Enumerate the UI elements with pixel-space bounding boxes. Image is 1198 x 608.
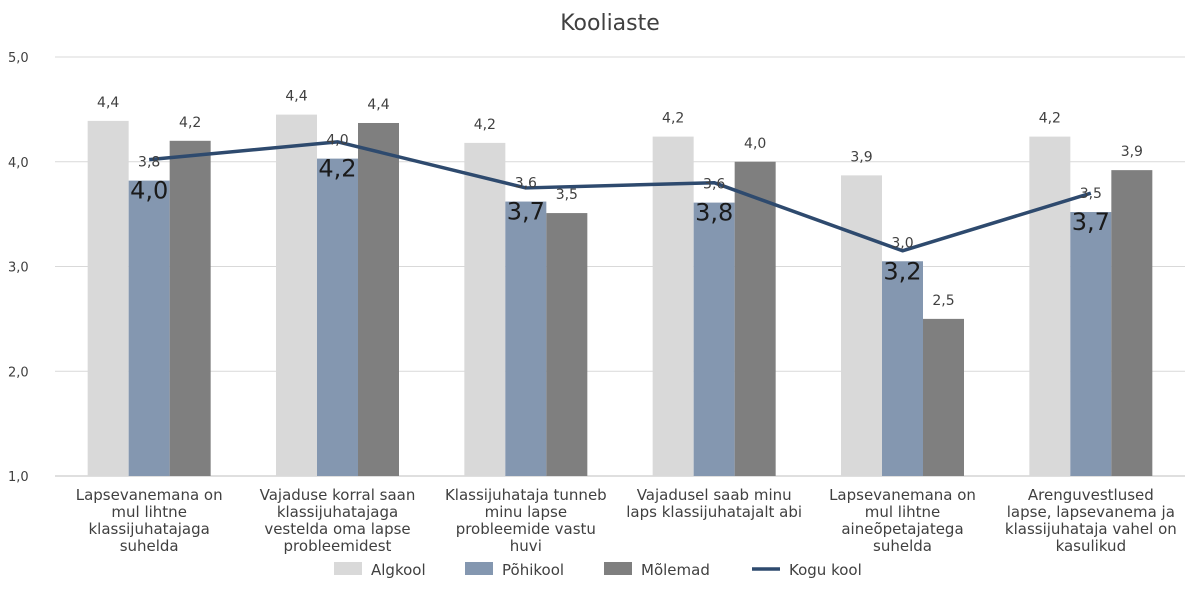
legend-label: Kogu kool: [789, 561, 862, 579]
category-label: Arenguvestlused lapse, lapsevanema ja klas…: [1005, 486, 1177, 555]
bar: [128, 180, 170, 477]
bar: [87, 120, 129, 477]
data-label: 3,9: [850, 149, 872, 165]
bar: [1070, 212, 1112, 476]
data-label: 4,4: [97, 95, 119, 111]
bar: [546, 213, 588, 476]
data-label: 4,0: [326, 133, 348, 149]
data-label: 3,9: [1121, 144, 1143, 160]
y-tick-label: 3,0: [8, 261, 29, 276]
chart-title: Kooliaste: [560, 11, 660, 36]
category-label: Lapsevanemana on mul lihtne aineõpetajateg…: [829, 486, 976, 555]
bar: [358, 122, 399, 477]
data-label: 4,0: [744, 136, 766, 152]
legend-label: Mõlemad: [641, 561, 710, 579]
total-line: [149, 140, 1092, 253]
y-axis: 1,0 2,0 3,0 4,0 5,0: [8, 51, 29, 485]
data-labels: 4,4 4,4 4,2 4,2 3,9 4,2 3,8 4,0 4,0 4,2 3,6 3,7 3,6 3…: [97, 89, 1143, 309]
bar: [652, 136, 694, 477]
legend: Algkool Põhikool Mõlemad Kogu kool: [334, 561, 862, 579]
category-label: Lapsevanemana on mul lihtne klassijuhataja…: [76, 486, 223, 555]
category-label: Klassijuhataja tunneb minu lapse probleemi…: [445, 486, 607, 555]
data-label: 4,2: [179, 115, 201, 131]
y-tick-label: 2,0: [8, 365, 29, 380]
data-label: 3,6: [515, 176, 537, 192]
bar: [464, 142, 506, 476]
data-label: 4,2: [1039, 111, 1061, 127]
bar: [1029, 136, 1071, 477]
data-label: 3,5: [1080, 186, 1102, 202]
total-line-path: [149, 140, 1092, 253]
bar: [169, 140, 211, 477]
data-label-large: 3,7: [507, 198, 545, 226]
data-label: 3,8: [138, 155, 160, 171]
y-tick-label: 1,0: [8, 470, 29, 485]
data-label-large: 4,0: [130, 177, 168, 205]
data-label: 2,5: [932, 293, 954, 309]
x-axis: Lapsevanemana on mul lihtne klassijuhataja…: [76, 486, 1177, 555]
data-label-large: 3,2: [883, 257, 921, 285]
legend-label: Põhikool: [502, 561, 564, 579]
data-label: 3,5: [556, 187, 578, 203]
bar: [841, 175, 882, 476]
data-label: 4,4: [367, 97, 389, 113]
bar: [734, 161, 776, 476]
data-label: 4,2: [662, 111, 684, 127]
y-tick-label: 4,0: [8, 156, 29, 171]
category-label: Vajadusel saab minu laps klassijuhatajalt…: [626, 486, 802, 521]
data-label: 4,2: [474, 117, 496, 133]
data-label: 4,4: [285, 89, 307, 105]
data-label-large: 3,8: [695, 199, 733, 227]
y-tick-label: 5,0: [8, 51, 29, 66]
data-label: 3,6: [703, 177, 725, 193]
legend-swatch: [465, 562, 493, 575]
legend-swatch: [604, 562, 632, 575]
bar: [317, 158, 358, 477]
legend-swatch: [334, 562, 362, 575]
data-label-large: 4,2: [318, 155, 356, 183]
bar: [882, 261, 923, 476]
category-label: Vajaduse korral saan klassijuhatajaga vest…: [260, 486, 416, 555]
legend-label: Algkool: [371, 561, 426, 579]
bar: [505, 201, 547, 476]
bar: [693, 202, 735, 477]
bar: [276, 114, 317, 477]
data-label-large: 3,7: [1072, 208, 1110, 236]
bars: [87, 114, 1153, 477]
bar: [1111, 170, 1153, 476]
bar: [923, 318, 964, 476]
data-label: 3,0: [891, 235, 913, 251]
gridlines: [55, 56, 1185, 477]
